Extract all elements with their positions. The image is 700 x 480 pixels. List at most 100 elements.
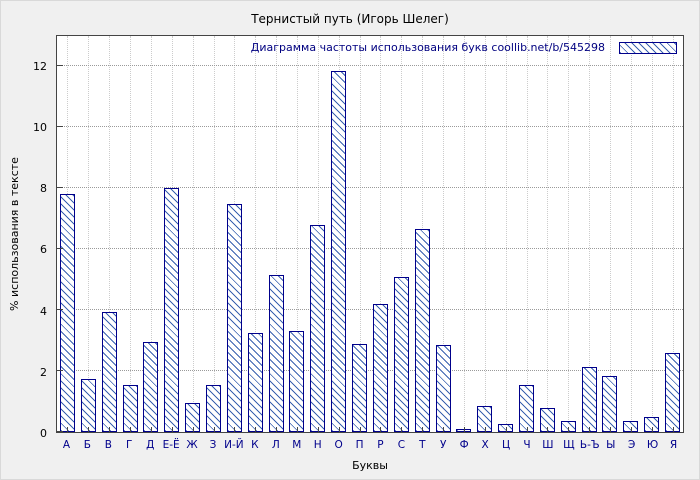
gridline-vertical — [568, 36, 570, 432]
y-tick-label: 4 — [40, 304, 47, 318]
gridline-vertical — [213, 36, 215, 432]
x-tick-mark — [463, 427, 465, 432]
x-tick-label: Л — [271, 439, 280, 451]
x-tick-label: Ж — [186, 439, 198, 451]
x-tick-label: Я — [669, 439, 678, 451]
y-tick-label: 2 — [40, 365, 47, 379]
x-tick-label: З — [209, 439, 217, 451]
x-tick-mark — [296, 427, 298, 432]
gridline-vertical — [547, 36, 549, 432]
x-tick-mark — [150, 427, 152, 432]
gridline-vertical — [609, 36, 611, 432]
bar-М — [289, 331, 305, 432]
bar-Ц — [498, 424, 514, 432]
y-tick-mark — [57, 309, 63, 311]
x-tick-mark — [234, 427, 236, 432]
x-axis-tick-labels: А Б В Г Д Е-Ё Ж З И-Й К Л М Н О П Р С Т У Ф Х Ц Ч Ш Щ Ь-Ъ Ы Э Ю Я — [56, 439, 684, 455]
gridline-vertical — [109, 36, 111, 432]
y-tick-label: 0 — [40, 427, 47, 440]
gridline-horizontal — [57, 187, 683, 189]
x-tick-label: Б — [83, 439, 91, 451]
bar-С — [393, 276, 409, 432]
x-axis-label: Буквы — [352, 459, 388, 472]
x-tick-mark — [526, 427, 528, 432]
bar-Ю — [644, 416, 660, 432]
y-tick-mark — [57, 126, 63, 128]
bar-Л — [268, 275, 284, 432]
x-tick-label: Ь-Ъ — [579, 439, 600, 451]
bar-П — [352, 343, 368, 432]
x-tick-mark — [130, 427, 132, 432]
x-tick-label: Щ — [563, 439, 575, 451]
x-tick-mark — [630, 427, 632, 432]
bar-Б — [80, 378, 96, 432]
x-tick-mark — [359, 427, 361, 432]
x-tick-label: Ф — [459, 439, 469, 451]
bar-Х — [477, 406, 493, 432]
gridline-vertical — [526, 36, 528, 432]
legend-hatch-swatch-icon — [619, 41, 677, 54]
bar-А — [59, 194, 75, 432]
y-tick-label: 6 — [40, 243, 47, 257]
bar-Э — [623, 421, 639, 432]
gridline-vertical — [651, 36, 653, 432]
x-tick-mark — [547, 427, 549, 432]
x-tick-mark — [505, 427, 507, 432]
bar-Ч — [518, 384, 534, 432]
y-axis-tick-labels: 0 2 4 6 8 10 12 — [1, 35, 51, 440]
x-tick-label: Ы — [606, 439, 616, 451]
bar-Т — [414, 229, 430, 432]
x-tick-mark — [276, 427, 278, 432]
x-tick-label: Г — [126, 439, 133, 451]
gridline-vertical — [443, 36, 445, 432]
bar-К — [247, 333, 263, 432]
bar-Е-Ё — [164, 188, 180, 432]
x-tick-mark — [171, 427, 173, 432]
x-tick-label: Т — [419, 439, 426, 451]
x-tick-mark — [109, 427, 111, 432]
bar-Г — [122, 384, 138, 432]
gridline-vertical — [88, 36, 90, 432]
gridline-horizontal — [57, 126, 683, 128]
legend-label: Диаграмма частоты использования букв coo… — [250, 41, 605, 54]
x-tick-label: Н — [313, 439, 322, 451]
gridline-vertical — [296, 36, 298, 432]
y-tick-mark — [57, 65, 63, 67]
gridline-horizontal — [57, 370, 683, 372]
x-tick-mark — [609, 427, 611, 432]
x-tick-label: О — [334, 439, 343, 451]
x-tick-label: Р — [377, 439, 384, 451]
legend: Диаграмма частоты использования букв coo… — [251, 41, 677, 54]
bar-Я — [665, 352, 681, 432]
y-tick-label: 10 — [33, 120, 47, 134]
x-tick-mark — [67, 427, 69, 432]
x-tick-mark — [568, 427, 570, 432]
x-tick-label: У — [440, 439, 447, 451]
ticks-layer — [57, 36, 683, 432]
x-tick-label: М — [292, 439, 302, 451]
bar-Ь-Ъ — [581, 366, 597, 432]
bars-layer — [57, 36, 683, 432]
gridline-vertical — [359, 36, 361, 432]
gridline-vertical — [150, 36, 152, 432]
gridline-vertical — [484, 36, 486, 432]
x-tick-mark — [401, 427, 403, 432]
x-tick-mark — [484, 427, 486, 432]
x-tick-label: Э — [627, 439, 636, 451]
x-tick-mark — [255, 427, 257, 432]
bar-З — [205, 384, 221, 432]
gridline-vertical — [589, 36, 591, 432]
x-tick-label: А — [62, 439, 71, 451]
y-tick-mark — [57, 248, 63, 250]
x-tick-label: Ш — [542, 439, 554, 451]
bar-Д — [143, 342, 159, 432]
bar-В — [101, 311, 117, 432]
y-tick-label: 12 — [33, 59, 47, 73]
y-tick-mark — [57, 431, 63, 432]
x-tick-mark — [338, 427, 340, 432]
bar-Ж — [185, 403, 201, 432]
gridline-vertical — [255, 36, 257, 432]
x-tick-mark — [317, 427, 319, 432]
x-tick-label: И-Й — [224, 439, 244, 451]
x-tick-mark — [672, 427, 674, 432]
